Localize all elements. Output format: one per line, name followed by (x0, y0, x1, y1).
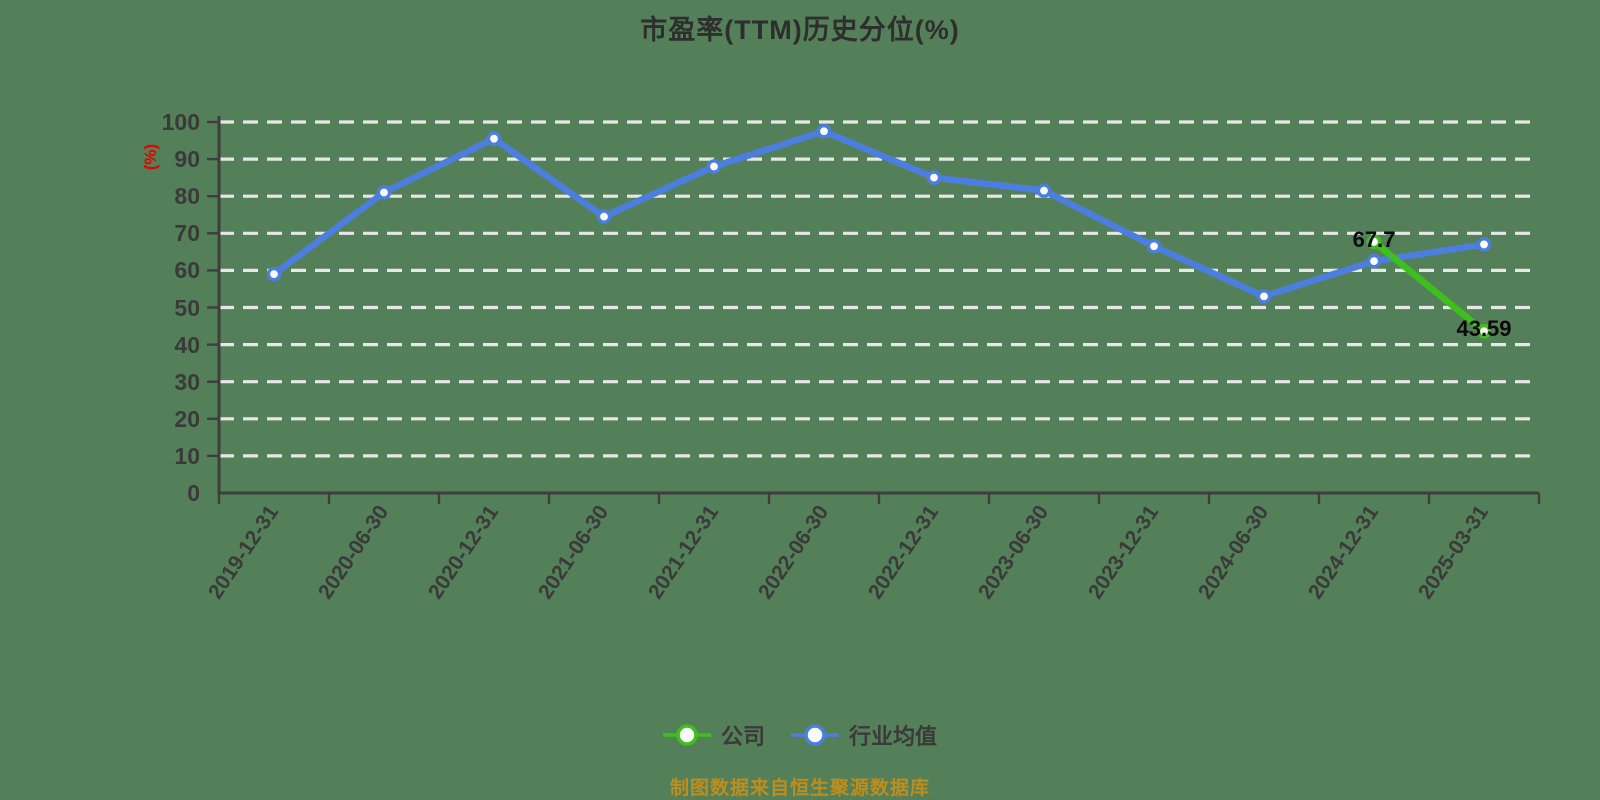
y-tick-label: 40 (174, 331, 200, 358)
data-point-行业均值[interactable] (1256, 289, 1272, 304)
plot-area: 67.7 43.59 (205, 110, 1555, 510)
data-point-行业均值[interactable] (1366, 253, 1382, 269)
y-tick-label: 70 (174, 220, 200, 247)
series-line-公司 (1370, 238, 1488, 335)
company-line-marker-icon (662, 724, 711, 746)
y-tick-label: 90 (174, 146, 200, 173)
data-point-行业均值[interactable] (706, 159, 722, 174)
industry-line-marker-icon (791, 724, 839, 746)
data-point-行业均值[interactable] (1476, 237, 1492, 252)
data-point-行业均值[interactable] (816, 123, 832, 139)
chart-title: 市盈率(TTM)历史分位(%) (640, 15, 960, 45)
y-tick-label: 100 (161, 109, 200, 135)
series-line-行业均值 (270, 128, 1488, 300)
data-point-公司[interactable] (1476, 323, 1492, 339)
legend-item-industry-average[interactable]: 行业均值 (791, 719, 937, 751)
data-point-行业均值[interactable] (1036, 183, 1052, 198)
source-note: 制图数据来自恒生聚源数据库 (669, 778, 930, 799)
y-tick-label: 80 (174, 183, 200, 210)
y-tick-label: 20 (174, 405, 200, 432)
y-tick-label: 0 (187, 480, 200, 506)
point-label: 43.59 (1456, 316, 1512, 342)
data-point-行业均值[interactable] (266, 266, 282, 282)
y-tick-label: 10 (174, 442, 200, 469)
data-point-行业均值[interactable] (596, 209, 612, 224)
legend-label-company: 公司 (720, 724, 765, 749)
data-point-行业均值[interactable] (1146, 238, 1162, 254)
point-label: 67.7 (1352, 226, 1396, 252)
y-tick-label: 30 (174, 368, 200, 395)
data-point-公司[interactable] (1366, 234, 1382, 250)
data-point-行业均值[interactable] (926, 170, 942, 185)
legend-label-industry-average: 行业均值 (849, 724, 938, 749)
data-point-行业均值[interactable] (486, 131, 502, 146)
legend: 公司 行业均值 (0, 719, 1600, 751)
data-point-行业均值[interactable] (376, 185, 392, 200)
plot-svg (207, 116, 1541, 504)
y-tick-label: 60 (174, 257, 200, 284)
y-tick-label: 50 (174, 294, 200, 321)
legend-item-company[interactable]: 公司 (662, 719, 765, 751)
